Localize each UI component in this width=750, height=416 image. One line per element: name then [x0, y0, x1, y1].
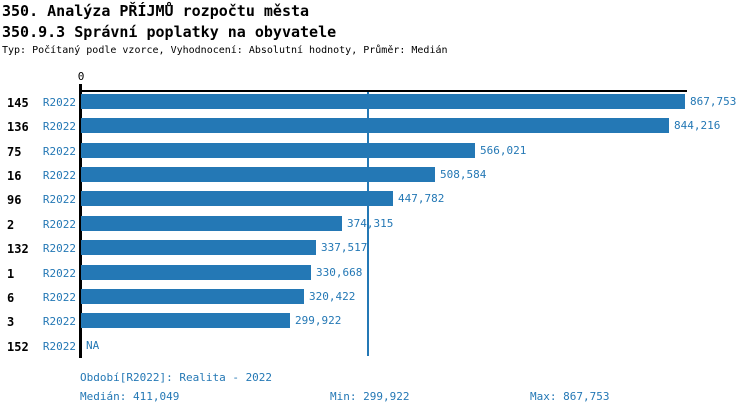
chart-row: 145 R2022 867,753 [0, 90, 750, 114]
value-label: 566,021 [480, 144, 527, 157]
row-id-label: 2 [7, 218, 15, 232]
row-period-label: R2022 [42, 242, 76, 255]
chart-row: 16 R2022 508,584 [0, 163, 750, 187]
value-label: 330,668 [316, 266, 363, 279]
row-period-label: R2022 [42, 145, 76, 158]
value-label: 337,517 [321, 241, 368, 254]
value-label: 299,922 [295, 314, 342, 327]
value-label: 447,782 [398, 192, 445, 205]
row-id-label: 16 [7, 169, 22, 183]
row-id-label: 96 [7, 193, 22, 207]
chart-row: 152 R2022 NA [0, 334, 750, 358]
value-bar[interactable] [81, 289, 304, 304]
value-bar[interactable] [81, 191, 393, 206]
footer-period-label: Období[R2022]: Realita - 2022 [80, 371, 273, 384]
chart-row: 96 R2022 447,782 [0, 187, 750, 211]
row-period-label: R2022 [42, 193, 76, 206]
row-id-label: 136 [7, 120, 29, 134]
chart-row: 136 R2022 844,216 [0, 114, 750, 138]
chart-row: 2 R2022 374,315 [0, 212, 750, 236]
row-id-label: 1 [7, 267, 15, 281]
row-id-label: 132 [7, 242, 29, 256]
value-label: 320,422 [309, 290, 356, 303]
row-period-label: R2022 [42, 267, 76, 280]
value-label: 374,315 [347, 217, 394, 230]
value-bar[interactable] [81, 167, 435, 182]
value-bar[interactable] [81, 240, 316, 255]
footer-max-stat: Max: 867,753 [530, 390, 610, 403]
x-axis-zero-tick-label: 0 [77, 70, 85, 83]
x-axis-line [79, 90, 687, 92]
value-bar[interactable] [81, 216, 342, 231]
row-period-label: R2022 [42, 315, 76, 328]
chart-row: 132 R2022 337,517 [0, 236, 750, 260]
chart-meta-line: Typ: Počítaný podle vzorce, Vyhodnocení:… [2, 45, 448, 56]
row-id-label: 75 [7, 145, 22, 159]
chart-row: 75 R2022 566,021 [0, 139, 750, 163]
footer-median-stat: Medián: 411,049 [80, 390, 180, 403]
chart-rows: 145 R2022 867,753 136 R2022 844,216 75 R… [0, 90, 750, 358]
row-period-label: R2022 [42, 96, 76, 109]
value-bar[interactable] [81, 94, 685, 109]
row-period-label: R2022 [42, 169, 76, 182]
median-reference-line [367, 92, 369, 356]
value-bar[interactable] [81, 118, 669, 133]
value-label: NA [86, 339, 100, 352]
row-id-label: 145 [7, 96, 29, 110]
value-bar[interactable] [81, 313, 290, 328]
row-id-label: 6 [7, 291, 15, 305]
row-period-label: R2022 [42, 340, 76, 353]
page-title: 350. Analýza PŘÍJMŮ rozpočtu města [2, 2, 310, 20]
row-period-label: R2022 [42, 120, 76, 133]
chart-row: 3 R2022 299,922 [0, 309, 750, 333]
row-period-label: R2022 [42, 218, 76, 231]
value-label: 867,753 [690, 95, 737, 108]
chart-row: 1 R2022 330,668 [0, 261, 750, 285]
y-axis-line [79, 90, 82, 358]
value-bar[interactable] [81, 265, 311, 280]
row-id-label: 3 [7, 315, 15, 329]
footer-min-stat: Min: 299,922 [330, 390, 410, 403]
row-period-label: R2022 [42, 291, 76, 304]
x-axis-zero-tick-mark [79, 84, 82, 91]
page-subtitle: 350.9.3 Správní poplatky na obyvatele [2, 23, 337, 41]
value-label: 508,584 [440, 168, 487, 181]
row-id-label: 152 [7, 340, 29, 354]
chart-row: 6 R2022 320,422 [0, 285, 750, 309]
value-label: 844,216 [674, 119, 721, 132]
value-bar[interactable] [81, 143, 475, 158]
